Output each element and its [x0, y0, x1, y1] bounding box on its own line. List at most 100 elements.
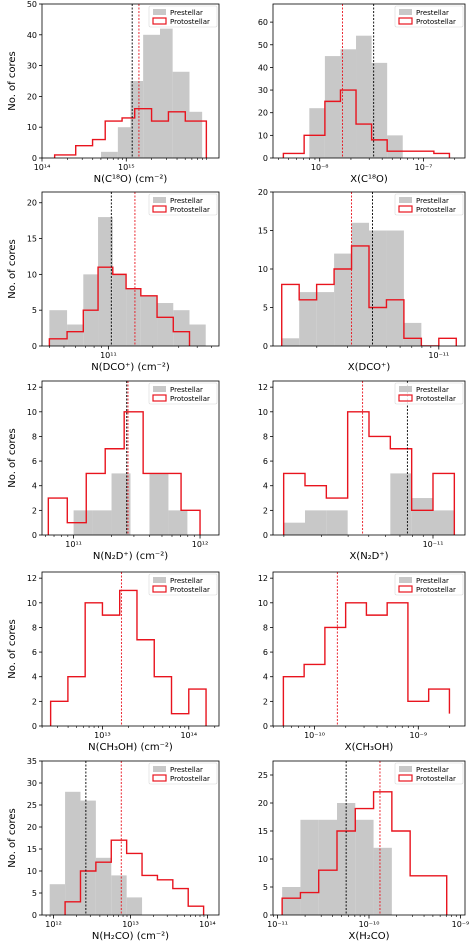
legend-swatch-prestellar: [153, 9, 166, 15]
y-tick-label: 0: [32, 342, 37, 351]
legend-swatch-protostellar: [152, 394, 167, 402]
prestellar-bar: [126, 897, 143, 915]
y-tick-label: 40: [258, 63, 268, 72]
plot-area: [53, 4, 208, 158]
y-tick-label: 6: [263, 648, 268, 657]
legend-label-protostellar: Protostellar: [416, 395, 456, 403]
legend-label-protostellar: Protostellar: [170, 586, 210, 594]
legend-label-prestellar: Prestellar: [170, 197, 203, 205]
y-tick-label: 0: [32, 911, 37, 920]
x-tick-label: 10¹³: [122, 920, 139, 929]
prestellar-bar: [101, 151, 118, 158]
legend-label-protostellar: Protostellar: [170, 775, 210, 783]
prestellar-bar: [157, 303, 174, 346]
prestellar-bar: [160, 28, 173, 158]
y-tick-label: 20: [27, 823, 37, 832]
y-tick-label: 0: [32, 531, 37, 540]
y-tick-label: 5: [263, 304, 268, 313]
prestellar-bar: [355, 819, 374, 915]
y-tick-label: 30: [258, 86, 268, 95]
y-axis-label: No. of cores: [7, 239, 18, 298]
plot-area: [281, 761, 448, 915]
y-axis-label: No. of cores: [7, 619, 18, 678]
legend-label-protostellar: Protostellar: [416, 206, 456, 214]
legend-swatch-prestellar: [399, 577, 412, 583]
chart-panel-5: 0 2 4 6 8 10 12 10¹¹ 10¹² N(N₂D⁺) (cm⁻²) No. of co…: [7, 380, 220, 562]
y-tick-label: 35: [27, 757, 37, 766]
prestellar-bar: [309, 108, 325, 158]
prestellar-bar: [143, 34, 160, 158]
prestellar-bar: [49, 310, 68, 346]
y-tick-label: 12: [27, 383, 37, 392]
prestellar-bar: [371, 62, 388, 158]
x-tick-label: 10¹¹: [100, 351, 117, 360]
plot-area: [47, 381, 201, 535]
prestellar-bar: [318, 819, 337, 915]
prestellar-bar: [98, 217, 113, 346]
chart-panel-8: 0 2 4 6 8 10 12 10⁻¹⁰ 10⁻⁹ X(CH₃OH) PrestellarProt…: [258, 571, 466, 753]
prestellar-bar: [112, 274, 127, 346]
legend-swatch-prestellar: [399, 9, 412, 15]
protostellar-step-line: [281, 245, 457, 346]
y-tick-label: 15: [27, 845, 37, 854]
legend-swatch-prestellar: [153, 577, 166, 583]
prestellar-bar: [386, 230, 404, 346]
y-tick-label: 10: [27, 867, 37, 876]
legend-label-prestellar: Prestellar: [416, 197, 449, 205]
protostellar-step-line: [53, 108, 208, 158]
x-tick-label: 10⁻¹¹: [428, 351, 449, 360]
x-axis-label: X(H₂CO): [348, 931, 389, 942]
legend-swatch-prestellar: [399, 766, 412, 772]
legend-swatch-protostellar: [152, 774, 167, 782]
prestellar-bar: [117, 127, 131, 158]
y-tick-label: 10: [27, 599, 37, 608]
y-tick-label: 40: [27, 31, 37, 40]
legend-label-prestellar: Prestellar: [416, 386, 449, 394]
prestellar-bar: [149, 473, 169, 535]
prestellar-bar: [126, 288, 141, 346]
y-tick-label: 20: [27, 92, 37, 101]
prestellar-bar: [299, 292, 317, 346]
prestellar-bar: [403, 322, 422, 346]
x-axis-label: X(DCO⁺): [348, 362, 391, 373]
y-tick-label: 10: [27, 123, 37, 132]
prestellar-bar: [92, 510, 112, 535]
y-tick-label: 2: [32, 697, 37, 706]
x-tick-label: 10⁻⁹: [452, 920, 470, 929]
prestellar-bar: [172, 71, 190, 158]
prestellar-bar: [282, 887, 301, 915]
prestellar-bar: [387, 135, 403, 158]
x-axis-label: N(DCO⁺) (cm⁻²): [91, 362, 170, 373]
protostellar-step-line: [282, 89, 451, 158]
y-tick-label: 0: [32, 722, 37, 731]
prestellar-bar: [49, 884, 66, 915]
legend-swatch-protostellar: [152, 17, 167, 25]
y-tick-label: 30: [27, 779, 37, 788]
y-tick-label: 0: [263, 722, 268, 731]
legend-label-protostellar: Protostellar: [170, 206, 210, 214]
legend-swatch-protostellar: [398, 205, 413, 213]
y-tick-label: 5: [32, 306, 37, 315]
x-tick-label: 10⁻⁷: [415, 163, 433, 172]
legend-label-prestellar: Prestellar: [170, 386, 203, 394]
legend-label-protostellar: Protostellar: [170, 395, 210, 403]
plot-area: [282, 572, 451, 726]
legend-label-protostellar: Protostellar: [416, 775, 456, 783]
prestellar-bar: [80, 800, 96, 915]
y-tick-label: 60: [258, 18, 268, 27]
plot-area: [49, 572, 207, 726]
legend-swatch-protostellar: [398, 585, 413, 593]
x-axis-label: X(N₂D⁺): [349, 551, 388, 562]
y-tick-label: 2: [32, 506, 37, 515]
x-tick-label: 10¹⁵: [118, 163, 135, 172]
y-axis-label: No. of cores: [7, 428, 18, 487]
chart-panel-6: 0 2 4 6 8 10 12 10⁻¹¹ X(N₂D⁺) PrestellarProtostel…: [258, 380, 466, 562]
x-axis-label: N(CH₃OH) (cm⁻²): [88, 742, 173, 753]
legend-swatch-prestellar: [399, 197, 412, 203]
plot-area: [282, 381, 456, 535]
